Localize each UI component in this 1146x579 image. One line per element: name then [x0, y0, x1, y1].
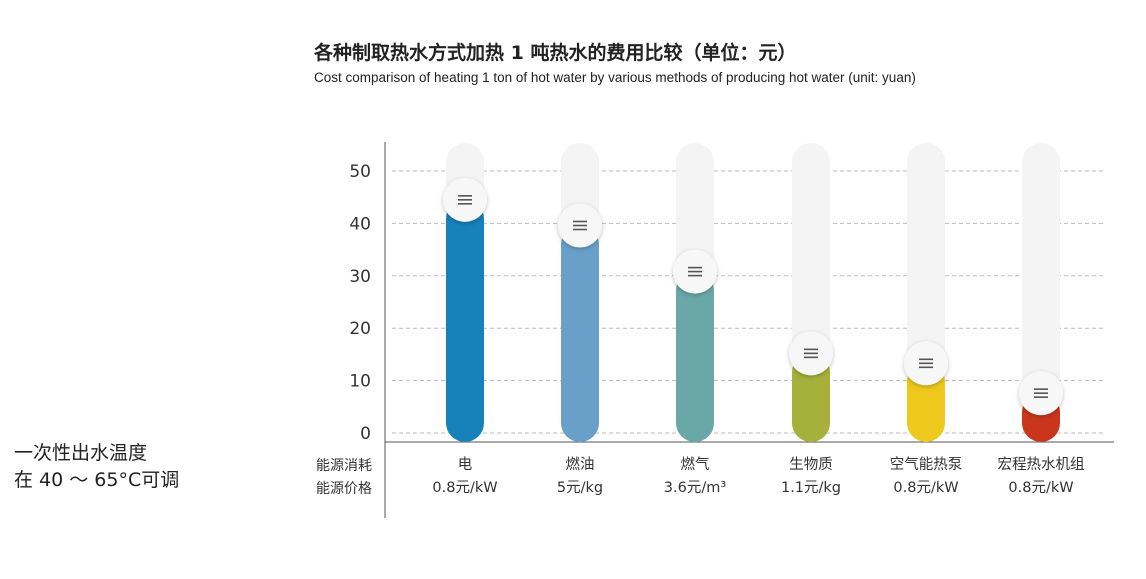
category-label: 宏程热水机组	[997, 457, 1085, 473]
bar-handle	[558, 203, 602, 248]
side-note: 一次性出水温度 在 40 ～ 65°C可调	[14, 440, 179, 494]
menu-lines-icon	[804, 348, 818, 359]
side-note-line-1: 一次性出水温度	[14, 442, 148, 464]
bar-handle	[443, 177, 487, 222]
menu-lines-icon	[573, 220, 587, 231]
bar	[676, 271, 714, 442]
side-note-line-2: 在 40 ～ 65°C可调	[14, 469, 180, 491]
menu-lines-icon	[458, 195, 472, 205]
bar-handle	[789, 331, 833, 376]
bar	[446, 199, 484, 442]
price-label: 0.8元/kW	[1008, 480, 1074, 496]
y-tick-label: 0	[360, 424, 371, 444]
category-label: 空气能热泵	[889, 457, 963, 473]
row-label-consumption: 能源消耗	[316, 458, 372, 474]
y-tick-label: 50	[349, 162, 371, 182]
row-label-price: 能源价格	[316, 481, 372, 497]
y-tick-label: 20	[349, 319, 371, 339]
category-label: 电	[457, 457, 473, 473]
price-label: 5元/kg	[556, 480, 604, 496]
bar	[561, 225, 599, 442]
bar-handle	[1019, 371, 1063, 416]
menu-lines-icon	[688, 266, 702, 277]
y-tick-label: 10	[349, 372, 371, 392]
bar-handle	[673, 249, 717, 294]
category-label: 燃气	[680, 457, 710, 473]
y-tick-label: 30	[349, 267, 371, 287]
chart-title: 各种制取热水方式加热 1 吨热水的费用比较（单位：元）	[314, 42, 797, 64]
menu-lines-icon	[1034, 388, 1048, 398]
bar	[792, 353, 830, 442]
bar-handle	[904, 341, 948, 386]
menu-lines-icon	[919, 358, 933, 369]
y-tick-label: 40	[349, 214, 371, 234]
price-label: 1.1元/kg	[780, 480, 842, 496]
price-label: 0.8元/kW	[893, 480, 959, 496]
category-label: 生物质	[789, 457, 833, 473]
price-label: 3.6元/m³	[663, 480, 727, 496]
chart-subtitle: Cost comparison of heating 1 ton of hot …	[314, 70, 916, 85]
price-label: 0.8元/kW	[432, 480, 498, 496]
category-label: 燃油	[565, 457, 595, 473]
bar-track	[1022, 143, 1060, 442]
